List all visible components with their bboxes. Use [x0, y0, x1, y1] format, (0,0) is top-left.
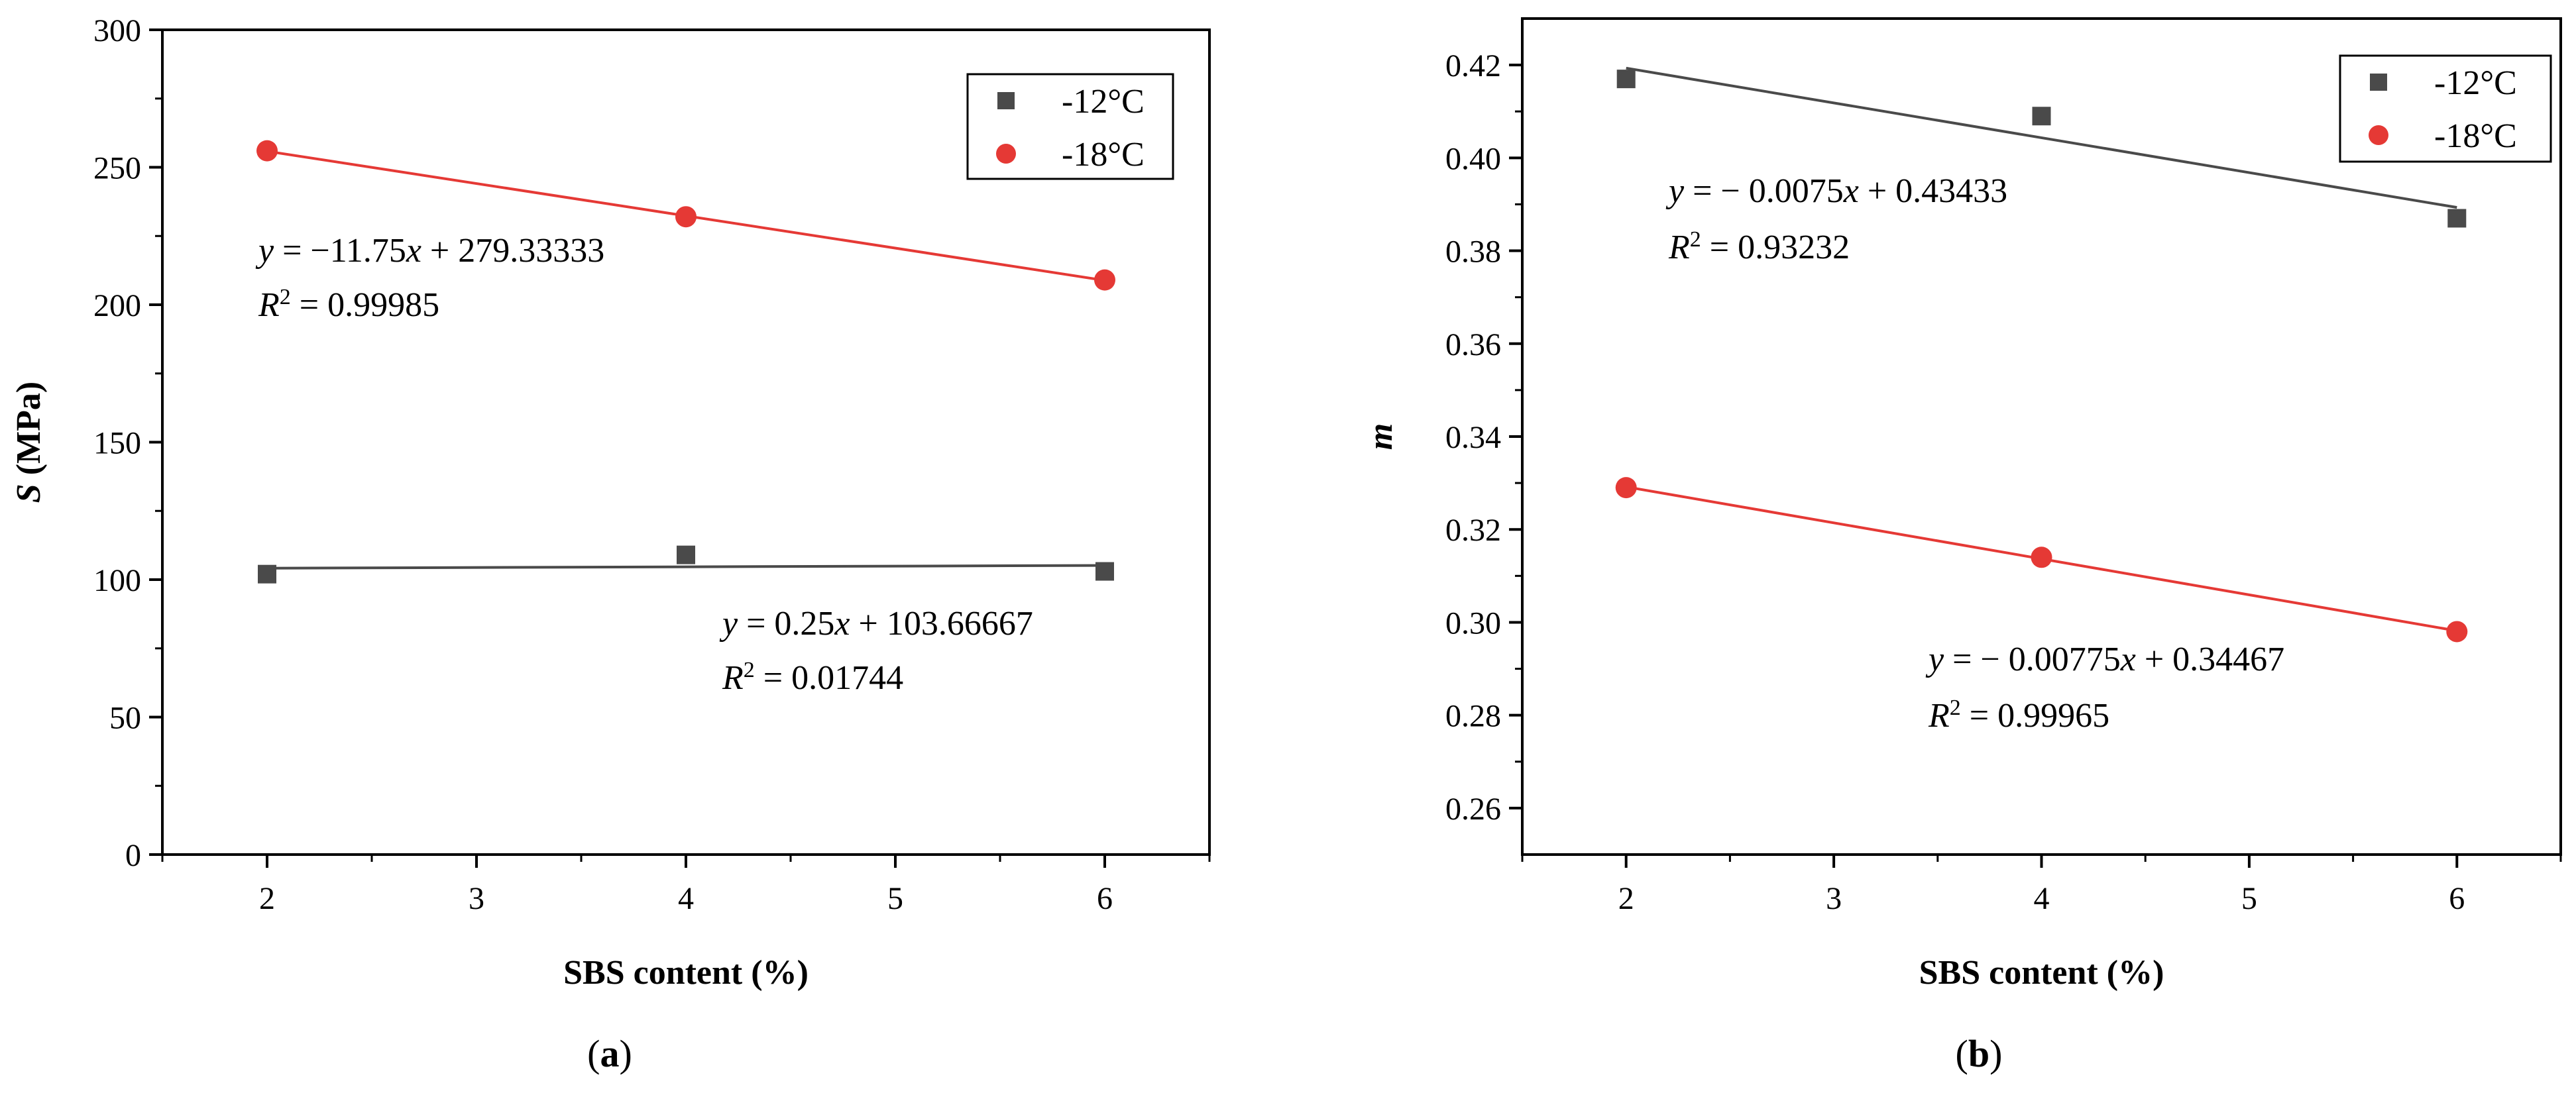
x-tick-label: 4	[678, 881, 694, 916]
data-point-square	[1616, 70, 1636, 89]
fit-line-minus12	[266, 564, 1105, 570]
x-tick-label: 2	[1618, 881, 1634, 916]
x-axis-title: SBS content (%)	[1919, 954, 2164, 992]
y-tick-label: 0.42	[1445, 48, 1501, 83]
data-point-square	[1095, 562, 1114, 581]
y-tick-label: 0.30	[1445, 605, 1501, 641]
r-squared: R2 = 0.99985	[258, 285, 439, 325]
data-point-circle	[675, 206, 697, 228]
legend-label: -12°C	[2434, 64, 2517, 102]
fit-line-minus12	[1626, 66, 2457, 209]
y-tick-label: 150	[93, 426, 141, 461]
panel-caption: (a)	[587, 1032, 632, 1075]
y-tick-label: 0.34	[1445, 420, 1501, 455]
legend-marker-square	[2370, 74, 2387, 91]
data-point-circle	[2446, 621, 2468, 643]
data-point-square	[2447, 209, 2467, 228]
x-tick-label: 3	[469, 881, 484, 916]
y-tick-label: 0.38	[1445, 235, 1501, 270]
y-tick-label: 0.26	[1445, 792, 1501, 827]
fit-equation: y = − 0.00775x + 0.34467	[1925, 641, 2284, 678]
fit-equation: y = 0.25x + 103.66667	[719, 605, 1033, 643]
y-tick-label: 0.28	[1445, 699, 1501, 734]
legend-label: -18°C	[1062, 136, 1145, 174]
legend-label: -12°C	[1062, 83, 1145, 121]
y-tick-label: 200	[93, 288, 141, 323]
y-tick-label: 300	[93, 13, 141, 48]
legend-label: -18°C	[2434, 117, 2517, 155]
y-tick-label: 50	[109, 701, 141, 736]
x-tick-label: 6	[2449, 881, 2465, 916]
y-tick-label: 0.36	[1445, 327, 1501, 362]
fit-equation: y = − 0.0075x + 0.43433	[1665, 172, 2007, 210]
y-tick-label: 0.32	[1445, 513, 1501, 548]
y-tick-label: 100	[93, 563, 141, 598]
data-point-square	[677, 545, 695, 564]
legend-marker-circle	[2369, 125, 2388, 145]
legend-marker-square	[997, 92, 1015, 109]
data-point-square	[258, 564, 276, 584]
fit-equation: y = −11.75x + 279.33333	[255, 232, 604, 270]
x-tick-label: 5	[2241, 881, 2257, 916]
x-tick-label: 2	[259, 881, 275, 916]
y-axis-title: S (MPa)	[10, 382, 48, 503]
panel-b: 2 3 4 5 6 0.26 0.28 0.30 0.32 0.34 0.36 0.38 0.40 0.4…	[1362, 17, 2562, 1075]
data-point-circle	[2031, 547, 2052, 568]
legend-marker-circle	[996, 144, 1016, 164]
y-axis-title: m	[1362, 423, 1400, 450]
data-point-circle	[256, 140, 278, 162]
x-tick-label: 5	[887, 881, 903, 916]
panel-a: 2 3 4 5 6 0 50 100 150 200 250 300 SBS content (%) S …	[10, 13, 1211, 1075]
data-point-square	[2032, 107, 2051, 126]
x-tick-label: 3	[1826, 881, 1842, 916]
x-tick-label: 6	[1097, 881, 1113, 916]
r-squared: R2 = 0.01744	[722, 658, 903, 698]
x-axis-title: SBS content (%)	[563, 954, 809, 992]
y-tick-label: 0	[125, 838, 141, 873]
data-point-circle	[1615, 477, 1637, 499]
y-tick-label: 250	[93, 151, 141, 186]
r-squared: R2 = 0.93232	[1668, 227, 1850, 267]
panel-caption: (b)	[1956, 1032, 2003, 1075]
data-point-circle	[1094, 269, 1115, 291]
x-tick-label: 4	[2034, 881, 2050, 916]
r-squared: R2 = 0.99965	[1928, 696, 2109, 735]
y-tick-label: 0.40	[1445, 141, 1501, 176]
